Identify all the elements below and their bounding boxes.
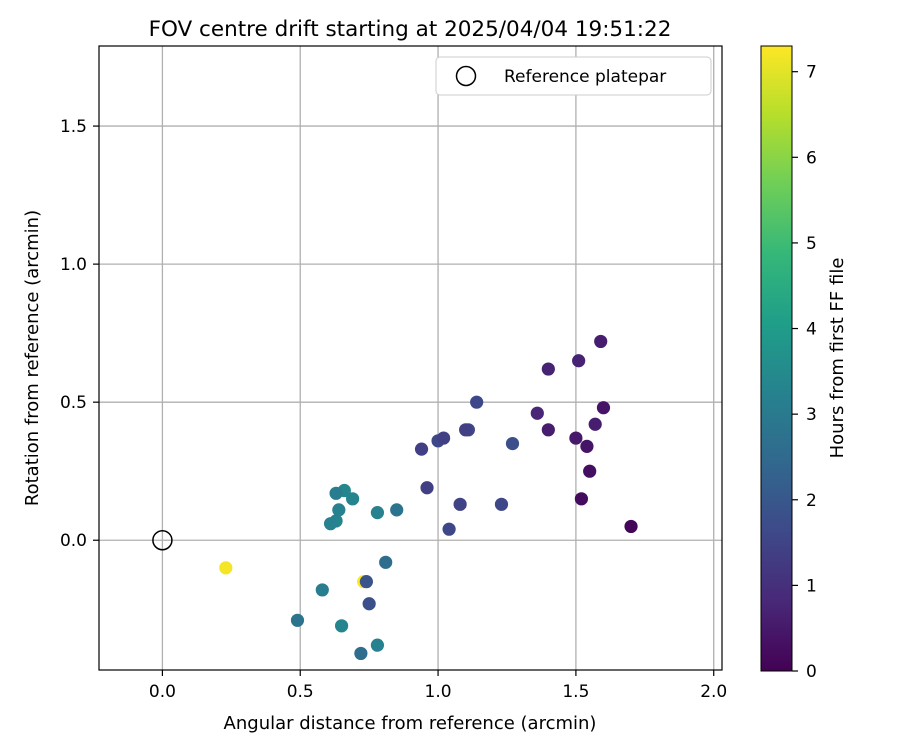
scatter-point [315, 583, 329, 597]
scatter-point [329, 486, 343, 500]
colorbar: 0 1 2 3 4 5 6 7 Hours from first FF file [760, 45, 848, 682]
scatter-point [359, 575, 373, 589]
scatter-point [494, 497, 509, 511]
x-axis-ticks: 0.0 0.5 1.0 1.5 2.0 [149, 670, 727, 702]
scatter-point [442, 522, 456, 536]
scatter-point [530, 406, 544, 420]
scatter-point [470, 395, 484, 409]
scatter-point [354, 646, 368, 661]
scatter-point [580, 439, 594, 453]
colorbar-gradient [760, 45, 793, 672]
x-tick-label: 0.5 [287, 682, 314, 702]
scatter-point [583, 464, 597, 478]
colorbar-tick-label: 6 [806, 148, 817, 168]
scatter-point [362, 597, 376, 611]
x-tick-label: 2.0 [700, 682, 727, 702]
x-axis-label: Angular distance from reference (arcmin) [224, 713, 597, 734]
x-tick-label: 0.0 [149, 682, 176, 702]
colorbar-tick-label: 4 [806, 320, 817, 340]
scatter-point [379, 555, 393, 569]
scatter-point [332, 503, 346, 517]
x-tick-label: 1.5 [562, 682, 589, 702]
y-tick-label: 0.5 [60, 393, 87, 413]
legend-marker-reference [455, 65, 477, 87]
colorbar-tick-label: 2 [806, 491, 817, 511]
y-tick-label: 1.0 [60, 255, 87, 275]
scatter-point [594, 334, 608, 349]
chart-title: FOV centre drift starting at 2025/04/04 … [149, 17, 672, 42]
scatter-point [541, 423, 555, 437]
scatter-point [390, 503, 404, 517]
scatter-point [572, 354, 586, 368]
scatter-point [541, 362, 555, 376]
scatter-point [420, 481, 434, 495]
plot-background [99, 46, 722, 670]
scatter-point [346, 492, 360, 506]
data-points [219, 334, 638, 661]
scatter-point [569, 431, 583, 445]
scatter-point [574, 492, 589, 506]
colorbar-tick-label: 7 [806, 63, 817, 83]
plot-area: 0.0 0.5 1.0 1.5 2.0 0.0 0.5 1.0 1.5 [60, 45, 727, 702]
legend: Reference platepar [435, 56, 712, 96]
scatter-point [588, 417, 602, 431]
legend-box [435, 56, 712, 96]
scatter-point [505, 436, 520, 451]
plot-frame [98, 45, 723, 671]
scatter-point [596, 401, 611, 415]
scatter-point [414, 442, 429, 456]
y-axis-ticks: 0.0 0.5 1.0 1.5 [60, 117, 99, 551]
scatter-point [370, 506, 385, 520]
x-tick-label: 1.0 [425, 682, 452, 702]
colorbar-tick-label: 3 [806, 405, 817, 425]
scatter-point [219, 561, 233, 575]
scatter-point [290, 613, 305, 627]
scatter-point [334, 619, 349, 633]
scatter-point [459, 423, 473, 437]
grid [99, 46, 722, 670]
colorbar-tick-label: 1 [806, 576, 817, 596]
scatter-point [323, 517, 338, 531]
reference-platepar-marker [152, 529, 173, 551]
scatter-point [624, 519, 638, 534]
y-tick-label: 1.5 [60, 117, 87, 137]
scatter-point [453, 497, 467, 511]
y-axis-label: Rotation from reference (arcmin) [22, 210, 43, 506]
legend-label-reference: Reference platepar [504, 67, 666, 87]
y-tick-label: 0.0 [60, 531, 87, 551]
scatter-point [370, 638, 385, 652]
colorbar-ticks: 0 1 2 3 4 5 6 7 [792, 63, 817, 682]
colorbar-tick-label: 0 [806, 662, 817, 682]
colorbar-tick-label: 5 [806, 234, 817, 254]
colorbar-label: Hours from first FF file [827, 258, 848, 459]
scatter-point [436, 431, 451, 445]
